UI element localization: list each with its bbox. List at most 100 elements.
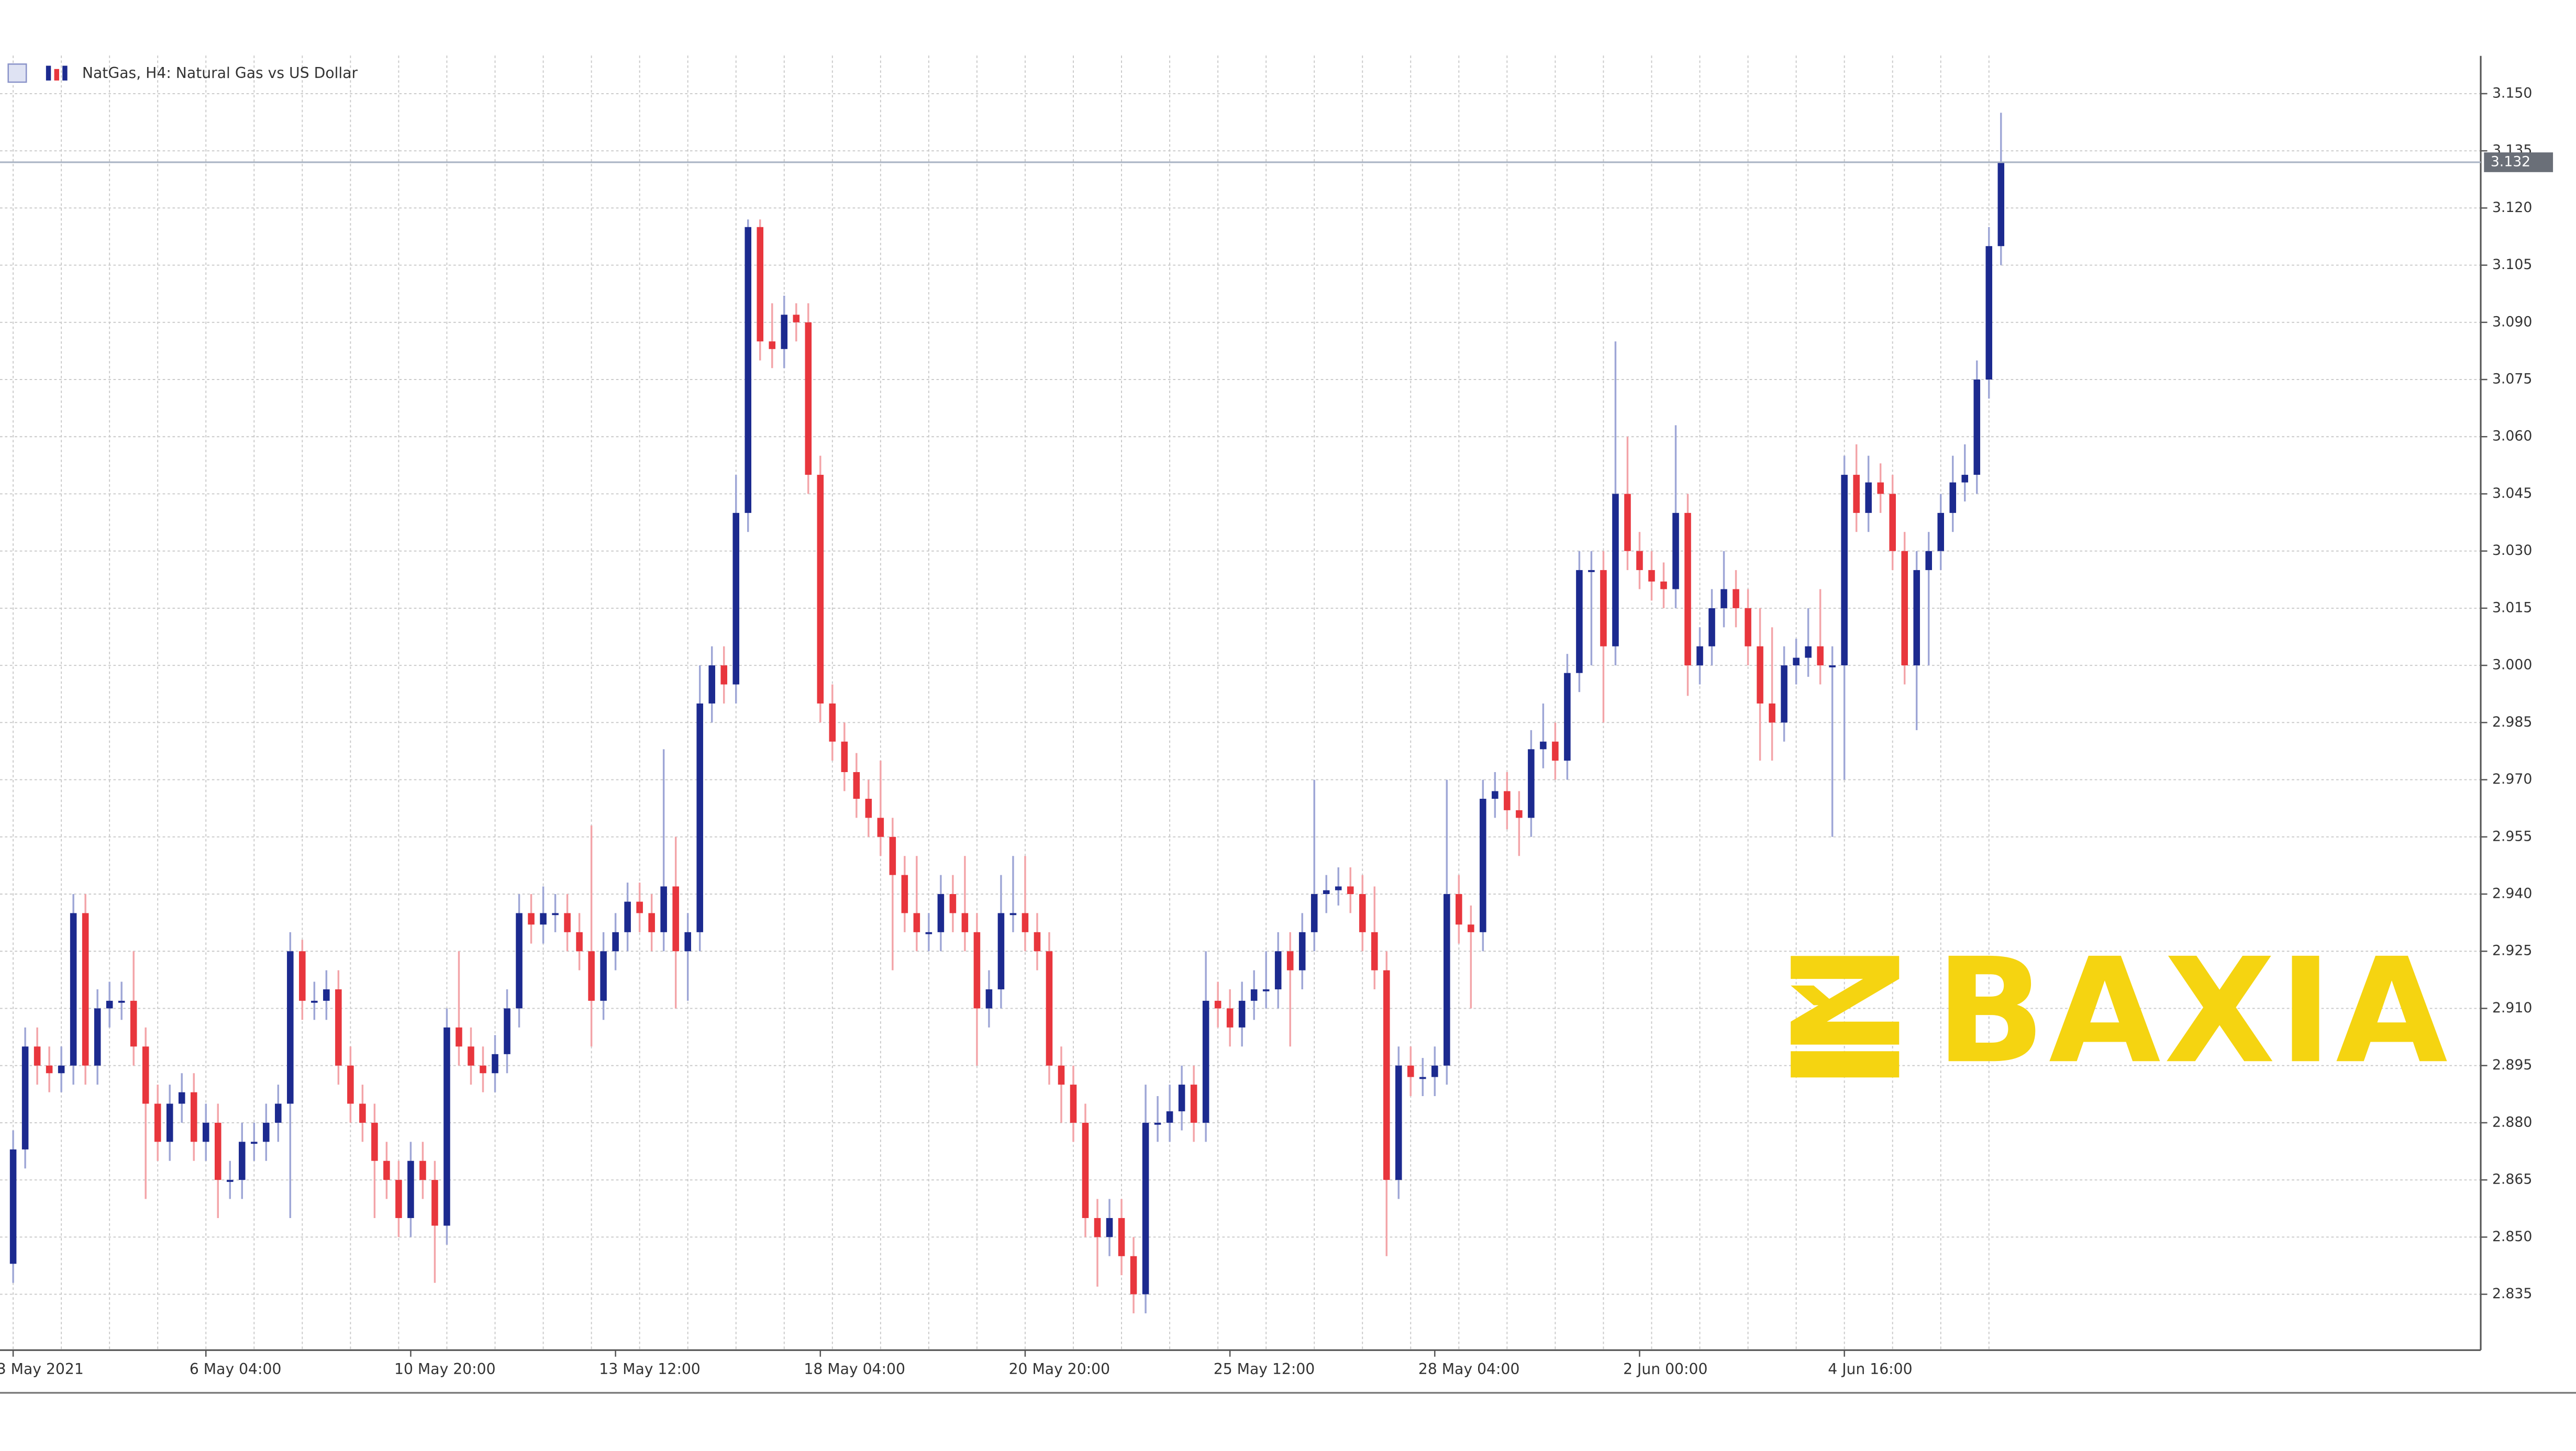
candle-body — [34, 1046, 41, 1066]
candle-body — [1745, 608, 1751, 646]
candle-body — [311, 1000, 318, 1003]
candle-body — [1600, 570, 1607, 646]
x-tick-label: 4 Jun 16:00 — [1828, 1360, 1912, 1378]
candle-body — [1431, 1065, 1438, 1077]
candle-body — [1359, 894, 1366, 932]
candle-body — [1142, 1122, 1149, 1294]
candle-body — [1781, 665, 1787, 723]
candle-body — [1925, 551, 1932, 571]
candle-body — [1335, 886, 1342, 890]
candle-body — [1021, 913, 1029, 932]
candle-body — [1660, 581, 1667, 589]
candle-body — [1178, 1085, 1185, 1112]
candle-body — [1419, 1077, 1426, 1079]
y-tick-label: 2.835 — [2492, 1286, 2532, 1302]
candle-body — [1937, 512, 1945, 551]
candle-body — [263, 1122, 270, 1142]
candle-body — [720, 665, 727, 685]
candle-body — [166, 1103, 173, 1142]
candle-body — [1997, 162, 2005, 247]
candle-body — [1456, 894, 1462, 925]
candle-body — [1985, 246, 1993, 380]
candle-body — [480, 1065, 486, 1074]
candle-body — [239, 1142, 246, 1180]
candle-body — [865, 798, 872, 818]
x-tick-label: 18 May 04:00 — [804, 1360, 905, 1378]
candle-body — [1708, 608, 1715, 646]
candle-body — [335, 989, 342, 1066]
x-tick-label: 10 May 20:00 — [394, 1360, 496, 1378]
candle-body — [961, 913, 969, 932]
candle-body — [1588, 570, 1595, 572]
candle-body — [660, 886, 667, 932]
candle-body — [576, 932, 583, 952]
candle-body — [1226, 1008, 1234, 1028]
candle-body — [178, 1092, 185, 1104]
candle-body — [1190, 1085, 1197, 1123]
candle-body — [877, 818, 884, 837]
candle-body — [82, 913, 89, 1066]
candle-body — [1371, 932, 1378, 970]
candle-body — [1274, 951, 1282, 990]
candle-body — [456, 1027, 462, 1047]
candle-body — [299, 951, 306, 1001]
candle-body — [564, 913, 571, 932]
x-tick-label: 20 May 20:00 — [1009, 1360, 1111, 1378]
candle-body — [949, 894, 957, 913]
candle-body — [997, 913, 1005, 990]
candle-body — [1202, 1000, 1209, 1123]
candle-body — [1444, 894, 1450, 1066]
candle-body — [1082, 1122, 1089, 1218]
candle-body — [431, 1180, 438, 1226]
candle-body — [853, 772, 860, 799]
candle-body — [925, 932, 932, 934]
x-tick-label: 13 May 12:00 — [599, 1360, 701, 1378]
candle-body — [1889, 494, 1896, 551]
candle-body — [46, 1065, 53, 1074]
candle-body — [190, 1092, 197, 1142]
candle-body — [1154, 1122, 1161, 1125]
candle-body — [1877, 482, 1884, 494]
candle-body — [1684, 512, 1691, 666]
candle-body — [901, 875, 908, 913]
candle-body — [1672, 512, 1679, 589]
candle-body — [636, 901, 643, 913]
y-tick-label: 3.060 — [2492, 428, 2532, 444]
candle-body — [142, 1046, 149, 1104]
candle-body — [781, 315, 788, 349]
candle-body — [600, 951, 607, 1001]
y-tick-label: 3.120 — [2492, 199, 2532, 216]
y-tick-label: 3.015 — [2492, 599, 2532, 616]
candle-body — [1528, 749, 1535, 818]
candle-body — [1901, 551, 1908, 666]
candle-body — [383, 1160, 390, 1180]
candle-body — [1805, 646, 1812, 658]
last-price-box — [2484, 152, 2553, 172]
candle-body — [118, 1000, 125, 1003]
candle-body — [1298, 932, 1306, 970]
candle-body — [1841, 475, 1848, 666]
candle-body — [612, 932, 619, 952]
candle-body — [468, 1046, 474, 1066]
candle-body — [347, 1065, 354, 1104]
candle-body — [1106, 1218, 1113, 1237]
candle-body — [1696, 646, 1703, 666]
y-tick-label: 2.955 — [2492, 828, 2532, 844]
candle-body — [696, 703, 703, 932]
candle-body — [889, 836, 896, 875]
candle-body — [106, 1000, 113, 1009]
candle-body — [287, 951, 294, 1104]
candle-body — [1757, 646, 1763, 704]
candle-body — [1046, 951, 1053, 1066]
candle-body — [1516, 810, 1523, 818]
y-tick-label: 2.925 — [2492, 943, 2532, 959]
candle-body — [913, 913, 920, 932]
candle-body — [805, 322, 812, 475]
candle-body — [1865, 482, 1872, 513]
y-tick-label: 3.075 — [2492, 371, 2532, 387]
candle-body — [1793, 657, 1800, 666]
candle-body — [1166, 1111, 1173, 1123]
x-tick-label: 2 Jun 00:00 — [1623, 1360, 1707, 1378]
